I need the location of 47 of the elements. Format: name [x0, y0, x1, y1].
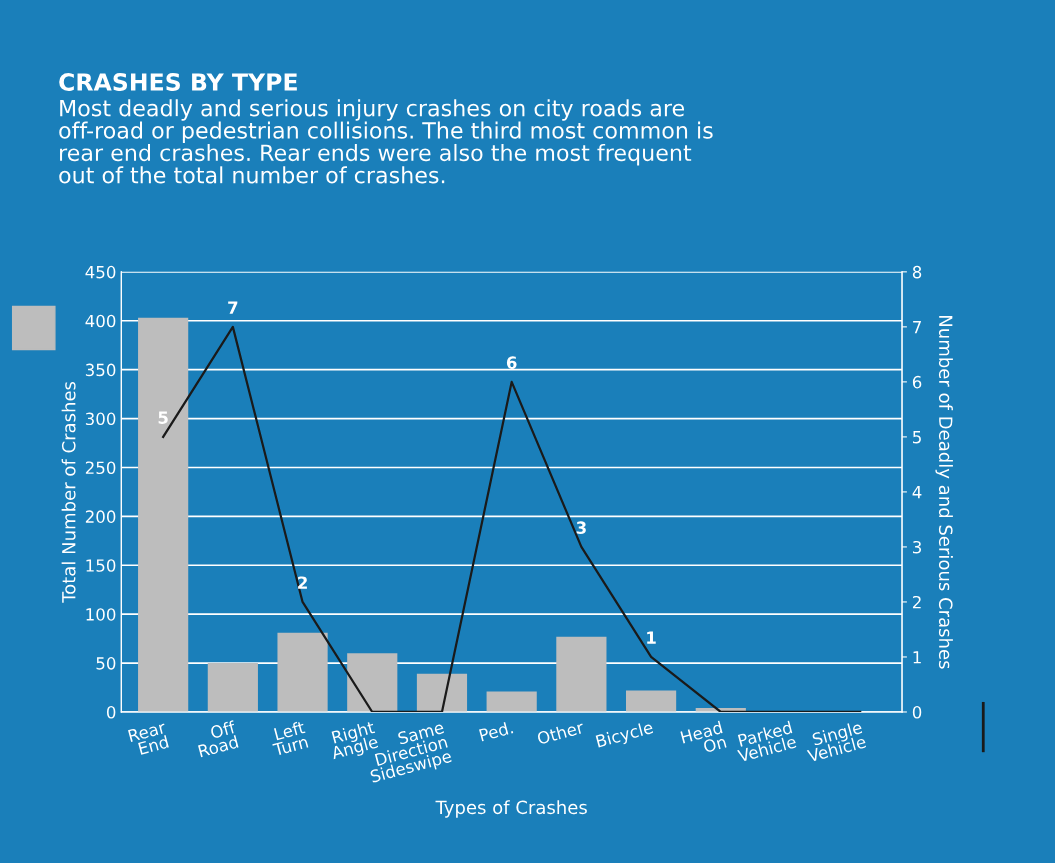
y-tick-label: 450: [85, 265, 116, 279]
bar: [486, 691, 537, 712]
y2-tick-label: 8: [912, 265, 922, 279]
x-tick-label: Other: [536, 720, 585, 745]
y-tick-label: 400: [85, 314, 116, 328]
bar: [277, 632, 328, 712]
y2-tick-label: 3: [913, 540, 922, 554]
y2-tick-label: 0: [912, 705, 922, 719]
data-label: 5: [158, 411, 168, 424]
y2-tick-label: 1: [913, 651, 921, 664]
bar: [556, 636, 607, 712]
chart-subtitle: Most deadly and serious injury crashes on city roads are off-road or pedestrian collisions. The third most common is rear end crashes. Rear ends were also the most frequent out of the total number of crashes.: [59, 99, 713, 184]
bar: [138, 317, 189, 712]
data-label: 6: [506, 356, 517, 369]
y2-tick-label: 5: [913, 431, 921, 444]
x-tick-label: Ped.: [478, 720, 514, 742]
y-tick-label: 300: [85, 412, 116, 426]
x-tick-label: Bicycle: [595, 720, 655, 751]
data-label: 3: [576, 521, 586, 534]
y-tick-label: 0: [106, 705, 116, 719]
x-axis-title: Types of Crashes: [435, 800, 587, 818]
x-tick-label: Single Vehicle: [806, 720, 867, 763]
x-tick-label: Off Road: [197, 720, 239, 758]
data-label: 7: [228, 301, 238, 314]
y2-tick-label: 2: [912, 595, 921, 609]
bar: [347, 653, 398, 712]
y-tick-label: 100: [86, 608, 116, 621]
y-tick-label: 50: [96, 657, 116, 670]
x-tick-label: Parked Vehicle: [736, 720, 797, 763]
x-tick-label: Rear End: [128, 720, 169, 755]
y-tick-label: 250: [85, 461, 116, 475]
y-tick-label: 200: [85, 510, 116, 523]
bar: [416, 673, 468, 712]
chart-title: CRASHES BY TYPE: [59, 73, 297, 91]
y-tick-label: 150: [86, 559, 116, 572]
x-tick-label: Left Turn: [272, 720, 309, 757]
bar: [625, 690, 677, 712]
data-label: 1: [647, 631, 656, 644]
y2-axis-title: Number of Deadly and Serious Crashes: [935, 316, 953, 669]
data-label: 2: [298, 576, 307, 589]
y2-tick-label: 6: [912, 375, 922, 389]
bar: [207, 663, 258, 712]
y-axis-title: Total Number of Crashes: [61, 381, 76, 603]
y-tick-label: 350: [85, 363, 116, 377]
y2-tick-label: 7: [913, 321, 921, 334]
y2-tick-label: 4: [912, 486, 922, 499]
x-tick-label: Head On: [680, 720, 727, 754]
